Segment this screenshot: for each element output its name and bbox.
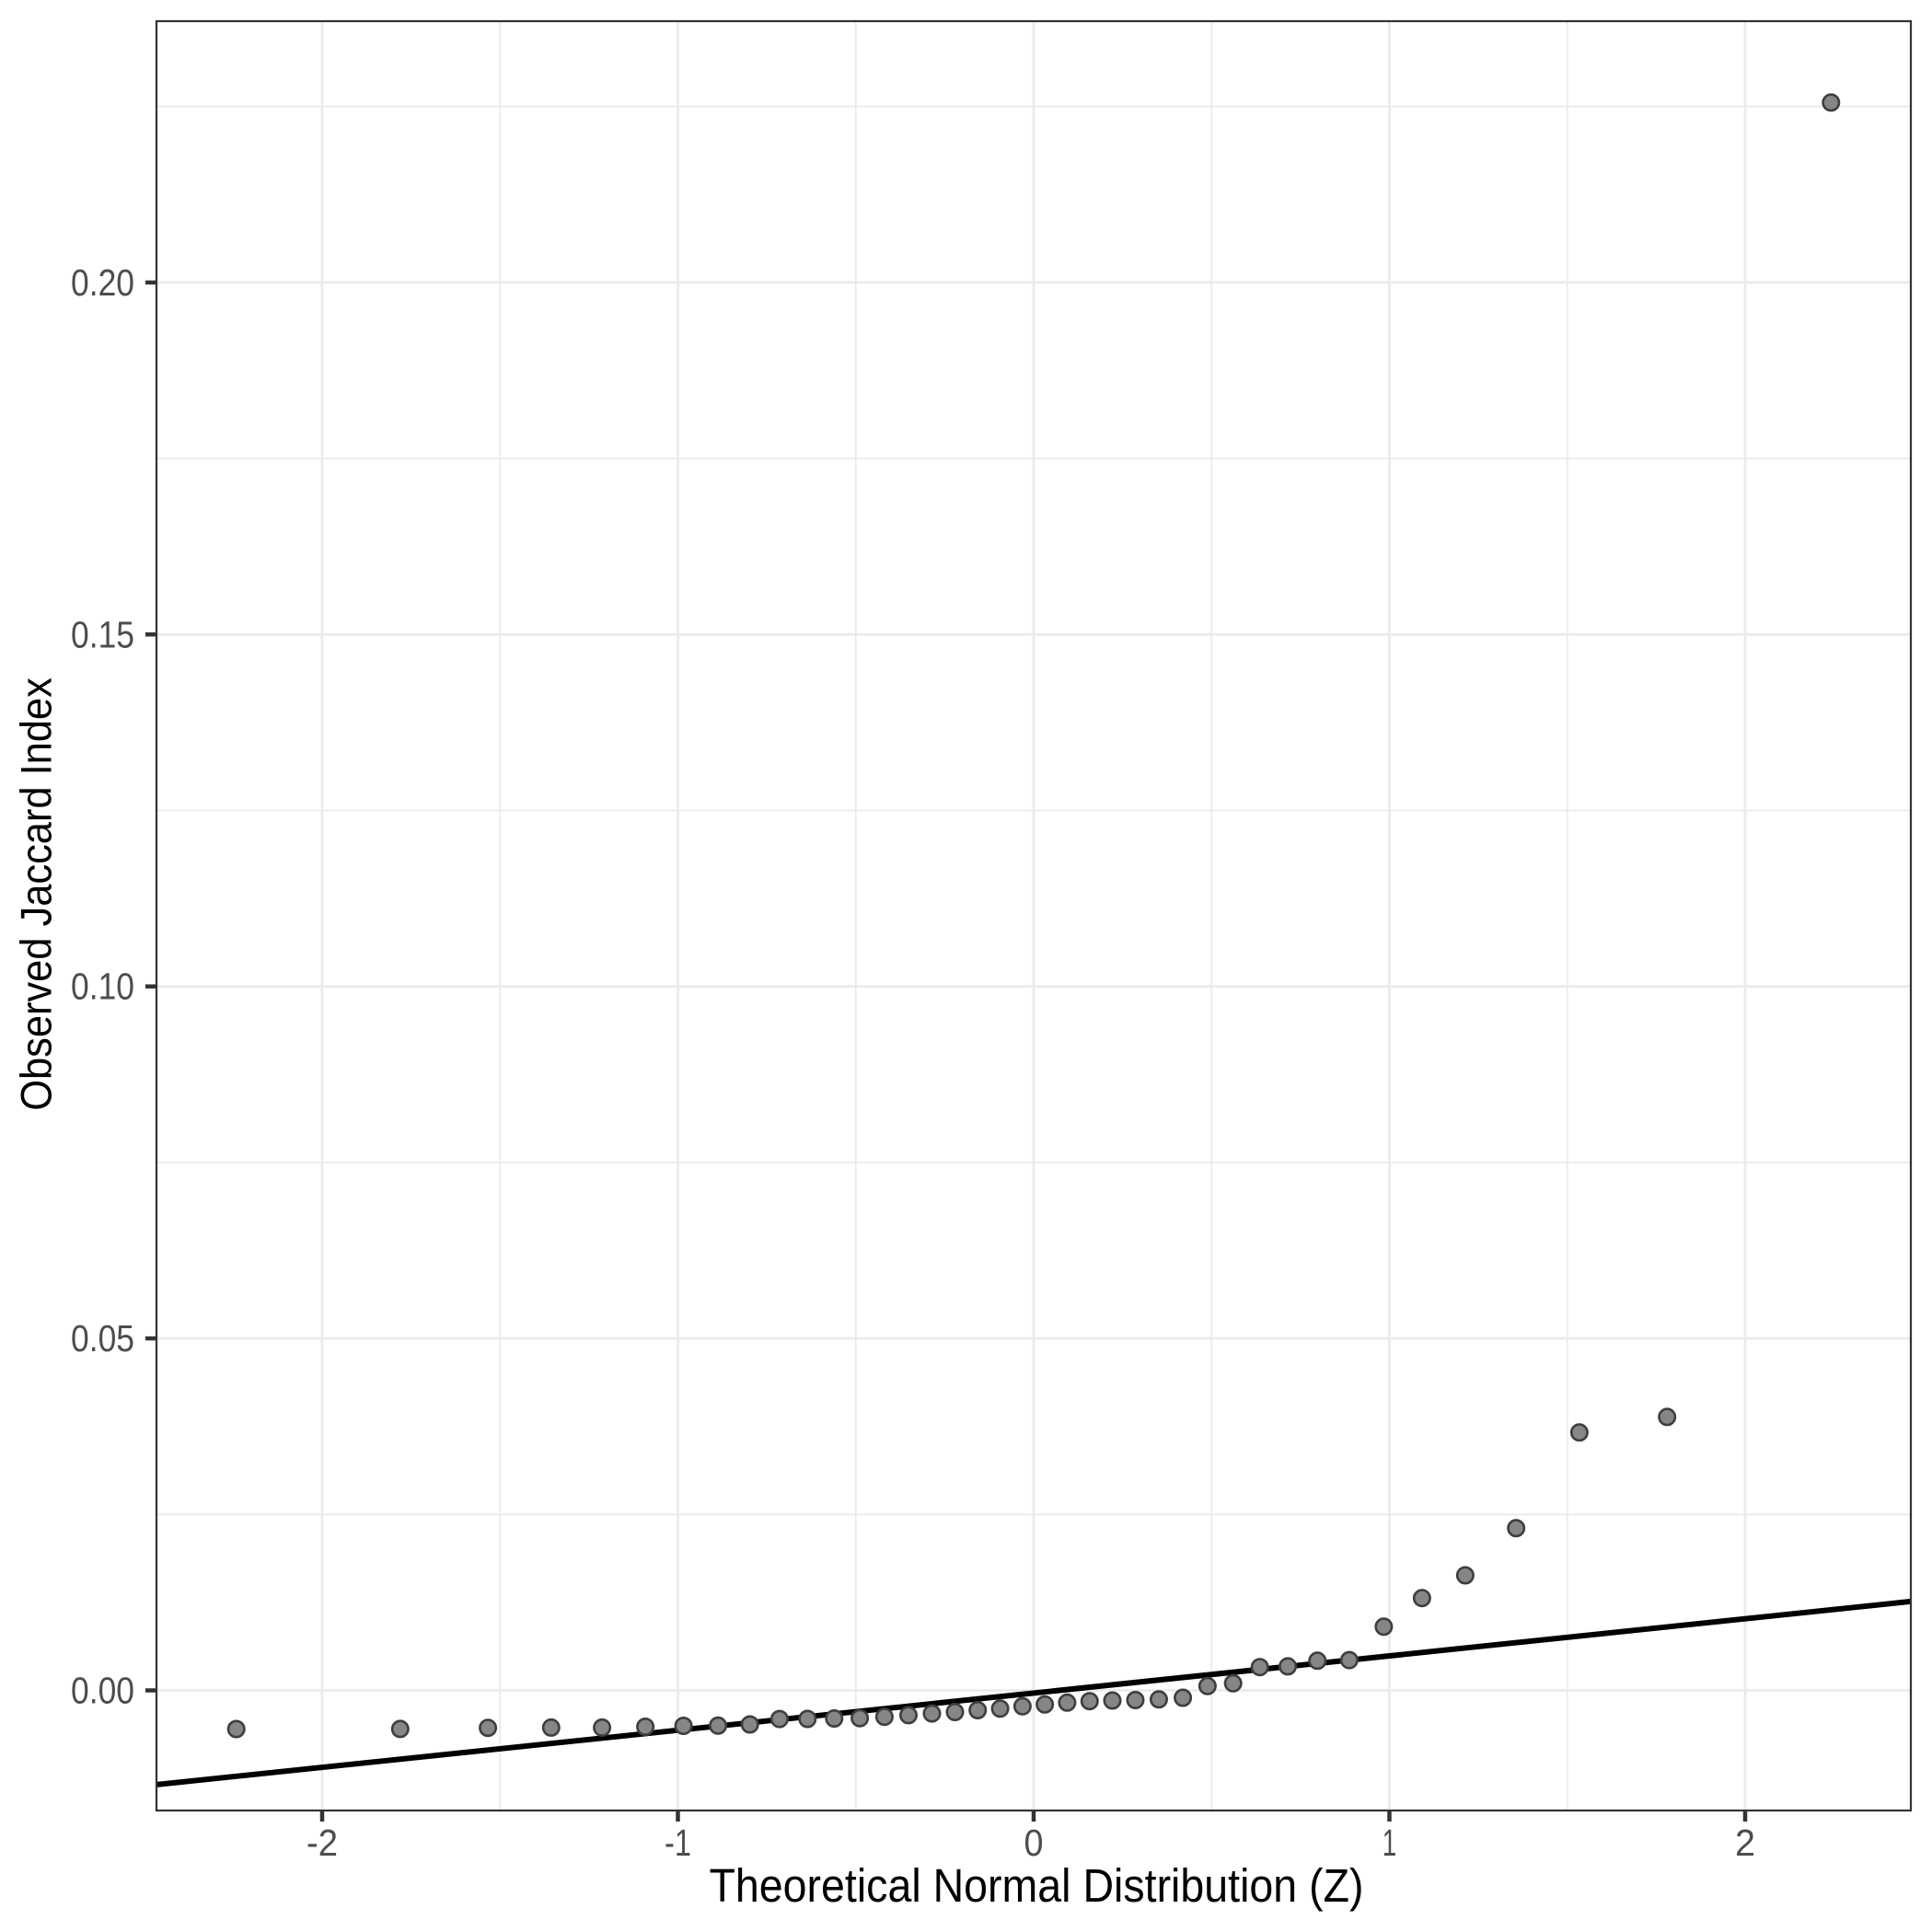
svg-text:2: 2 bbox=[1735, 1822, 1755, 1864]
svg-text:-2: -2 bbox=[307, 1822, 338, 1864]
svg-text:1: 1 bbox=[1382, 1822, 1397, 1864]
svg-text:0.20: 0.20 bbox=[71, 261, 134, 304]
svg-text:Theoretical Normal Distributio: Theoretical Normal Distribution (Z) bbox=[710, 1859, 1364, 1912]
svg-text:-1: -1 bbox=[665, 1822, 691, 1864]
svg-text:0.05: 0.05 bbox=[71, 1317, 134, 1359]
svg-text:0: 0 bbox=[1024, 1822, 1044, 1864]
svg-text:0.15: 0.15 bbox=[71, 613, 134, 655]
svg-text:0.00: 0.00 bbox=[71, 1670, 134, 1712]
svg-text:0.10: 0.10 bbox=[71, 966, 134, 1008]
svg-text:Observed Jaccard Index: Observed Jaccard Index bbox=[12, 677, 61, 1111]
